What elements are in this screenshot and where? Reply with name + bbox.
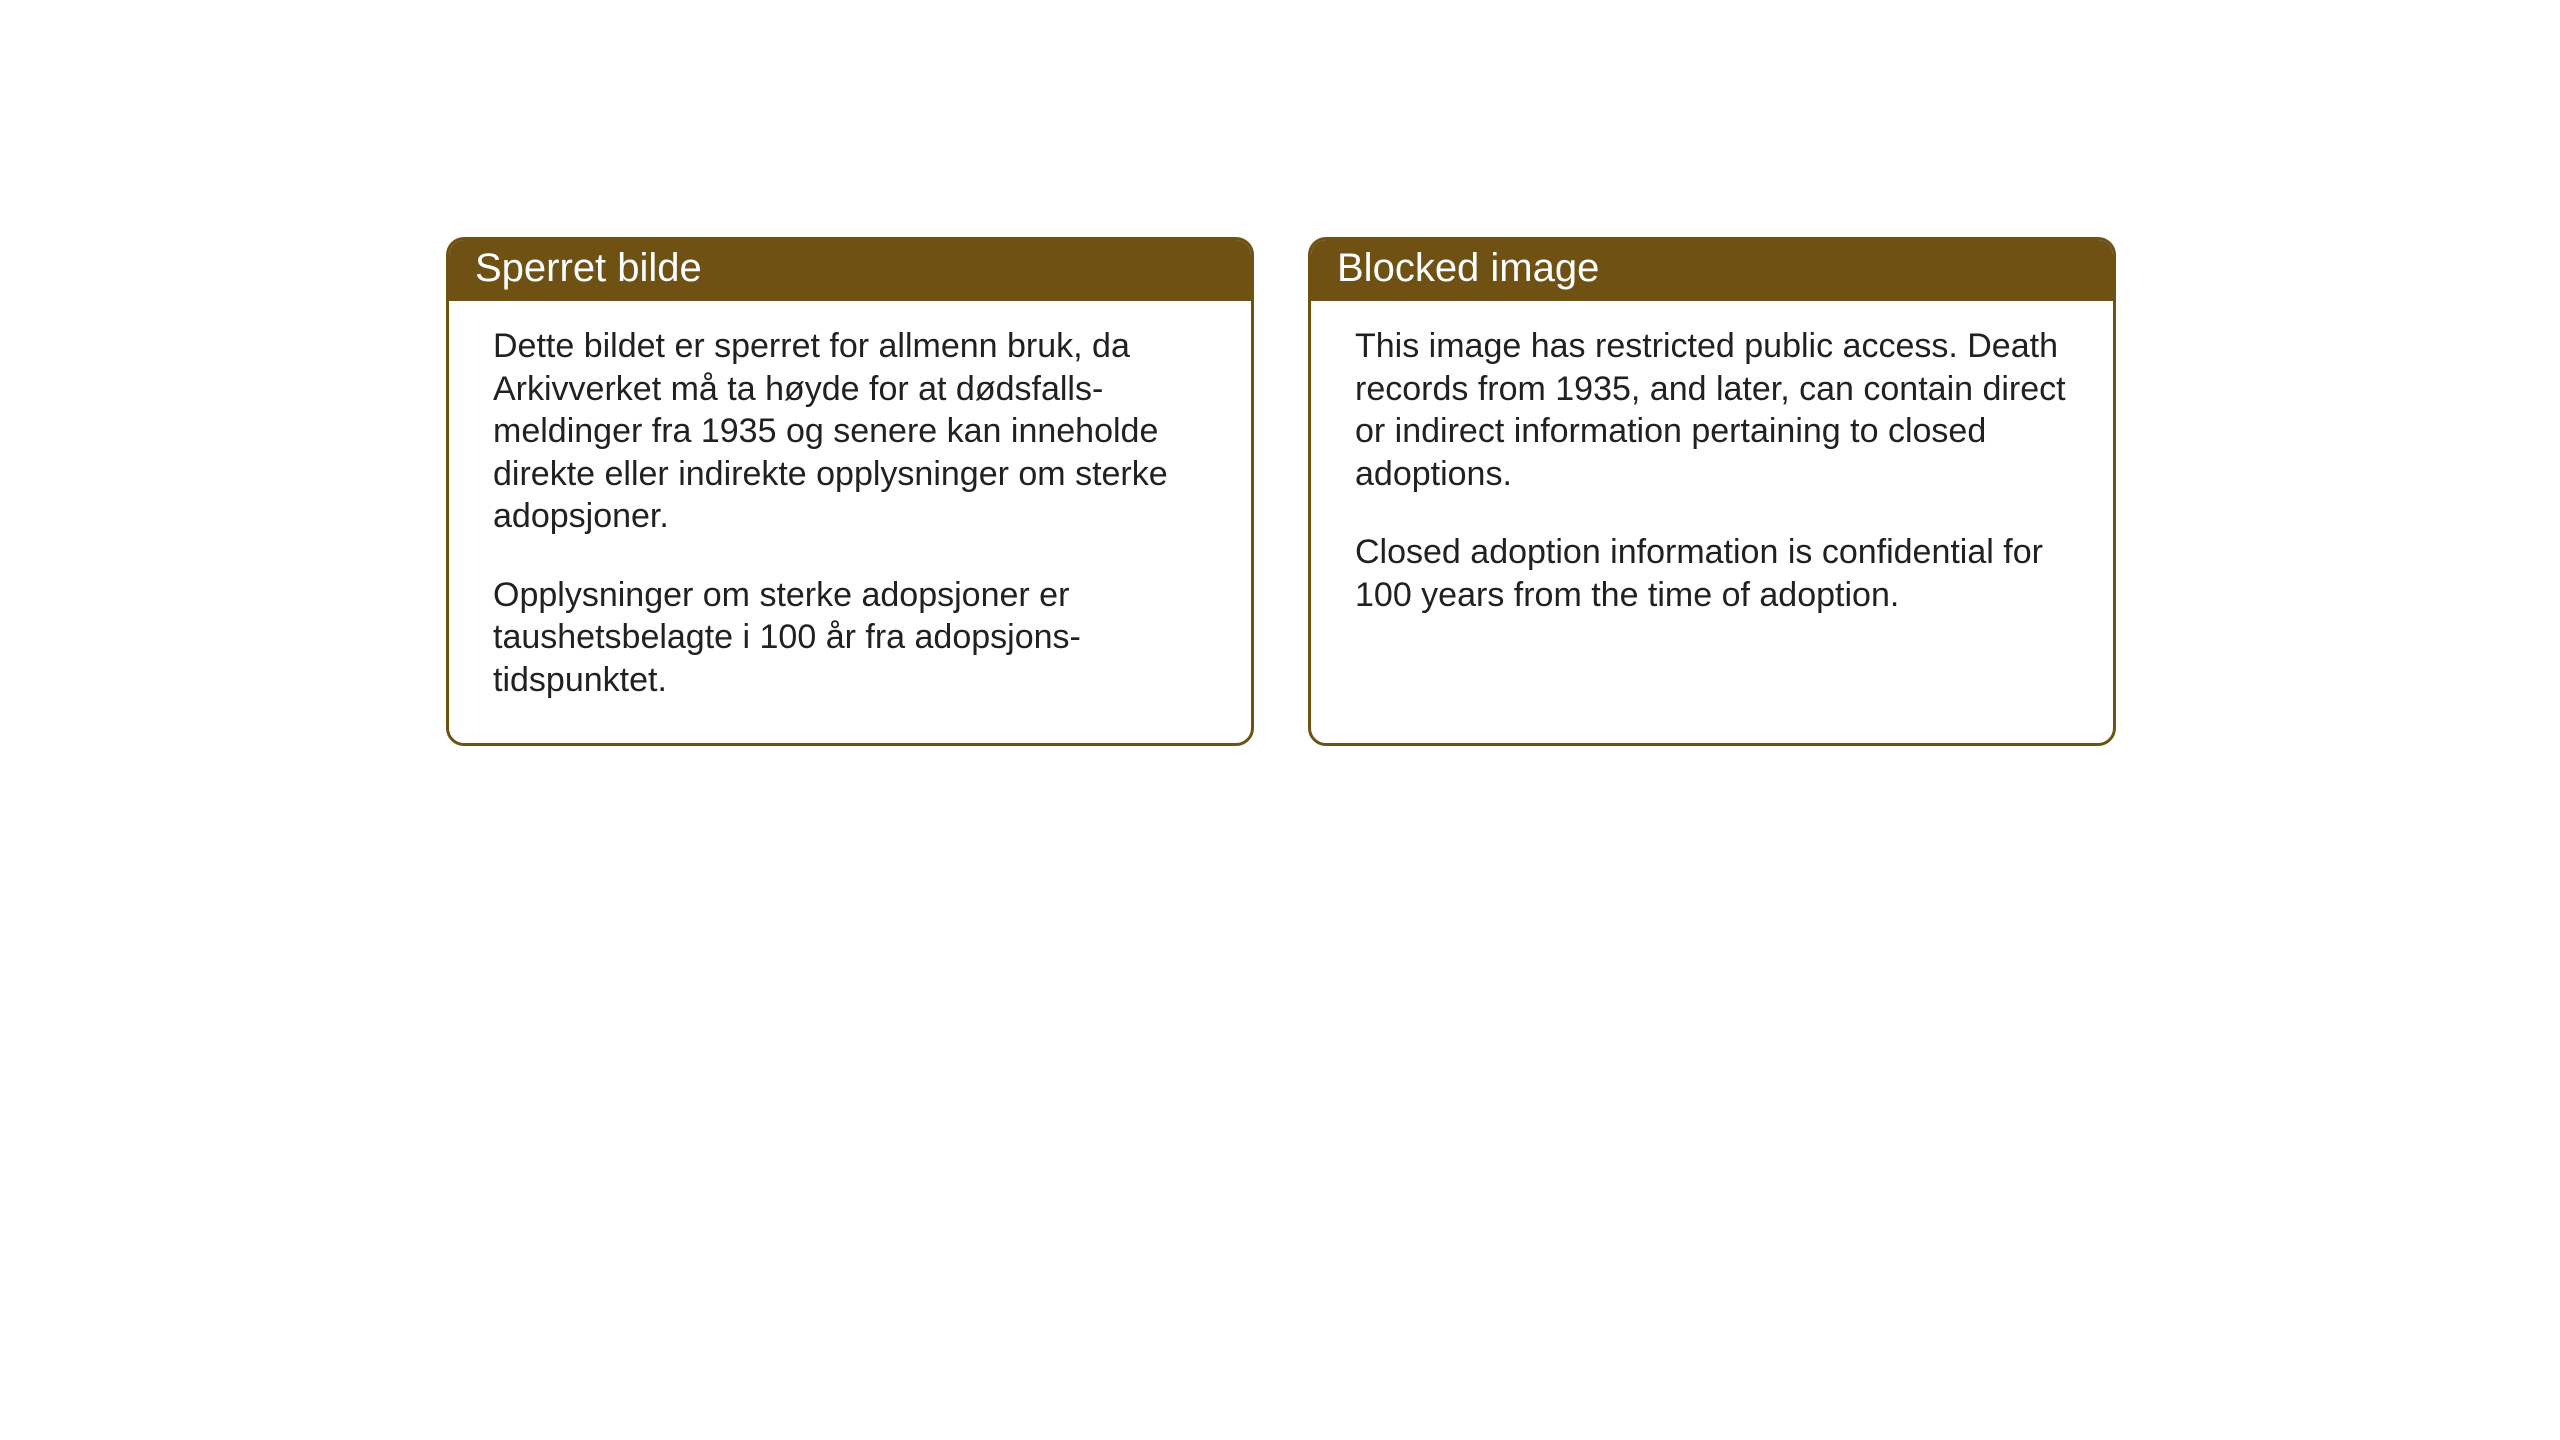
cards-container: Sperret bilde Dette bildet er sperret fo… (446, 237, 2116, 746)
english-card-body: This image has restricted public access.… (1311, 301, 2113, 646)
english-paragraph-2: Closed adoption information is confident… (1355, 531, 2069, 616)
norwegian-notice-card: Sperret bilde Dette bildet er sperret fo… (446, 237, 1254, 746)
english-paragraph-1: This image has restricted public access.… (1355, 325, 2069, 495)
norwegian-card-body: Dette bildet er sperret for allmenn bruk… (449, 301, 1251, 731)
norwegian-card-title: Sperret bilde (449, 240, 1251, 301)
english-notice-card: Blocked image This image has restricted … (1308, 237, 2116, 746)
norwegian-paragraph-1: Dette bildet er sperret for allmenn bruk… (493, 325, 1207, 538)
norwegian-paragraph-2: Opplysninger om sterke adopsjoner er tau… (493, 574, 1207, 702)
english-card-title: Blocked image (1311, 240, 2113, 301)
